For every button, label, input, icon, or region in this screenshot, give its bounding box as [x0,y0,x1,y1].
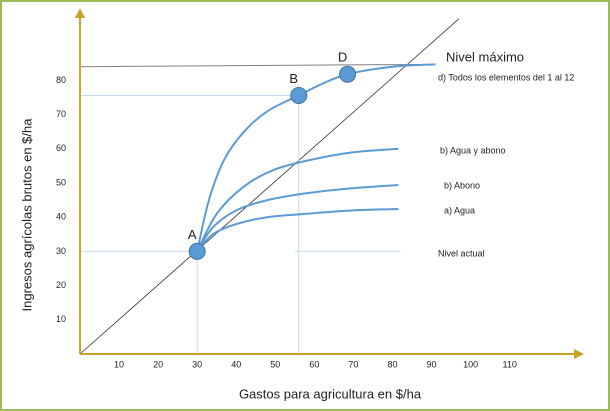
point [339,65,357,83]
curve [196,184,399,252]
annotation: d) Todos los elementos del 1 al 12 [438,72,574,82]
x-tick-label: 10 [114,359,124,369]
y-tick-label: 80 [56,75,66,85]
annotation: Nivel máximo [446,49,524,64]
curve [79,18,460,355]
curve [196,147,399,252]
annotation: a) Agua [444,205,475,215]
y-tick-label: 60 [56,143,66,153]
x-tick-label: 50 [270,359,280,369]
annotation: b) Agua y abono [440,145,506,155]
y-tick-label: 70 [56,109,66,119]
x-tick-label: 60 [309,359,319,369]
y-tick-label: 50 [56,177,66,187]
x-tick-label: 80 [387,359,397,369]
point [188,242,206,260]
x-tick-label: 30 [192,359,202,369]
annotation: Nivel actual [438,248,485,258]
x-tick-label: 100 [463,359,478,369]
y-tick-label: 40 [56,212,66,222]
point [290,86,308,104]
curve [79,63,436,68]
x-tick-label: 110 [503,359,517,369]
curve [196,207,399,253]
annotation: b) Abono [444,180,480,190]
y-tick-label: 20 [56,280,66,290]
y-tick-label: 30 [56,246,66,256]
y-axis-label: Ingresos agrícolas brutos en $/ha [19,118,34,312]
x-tick-label: 20 [153,359,163,369]
x-tick-label: 90 [427,359,437,369]
x-axis-label: Gastos para agricultura en $/ha [239,386,422,401]
x-arrow [574,349,584,359]
y-arrow [75,8,85,18]
point-label: A [188,227,197,242]
point-label: B [289,71,298,86]
point-label: D [338,50,347,65]
x-tick-label: 40 [231,359,241,369]
curve [196,63,436,252]
y-tick-label: 10 [56,314,66,324]
x-tick-label: 70 [348,359,358,369]
